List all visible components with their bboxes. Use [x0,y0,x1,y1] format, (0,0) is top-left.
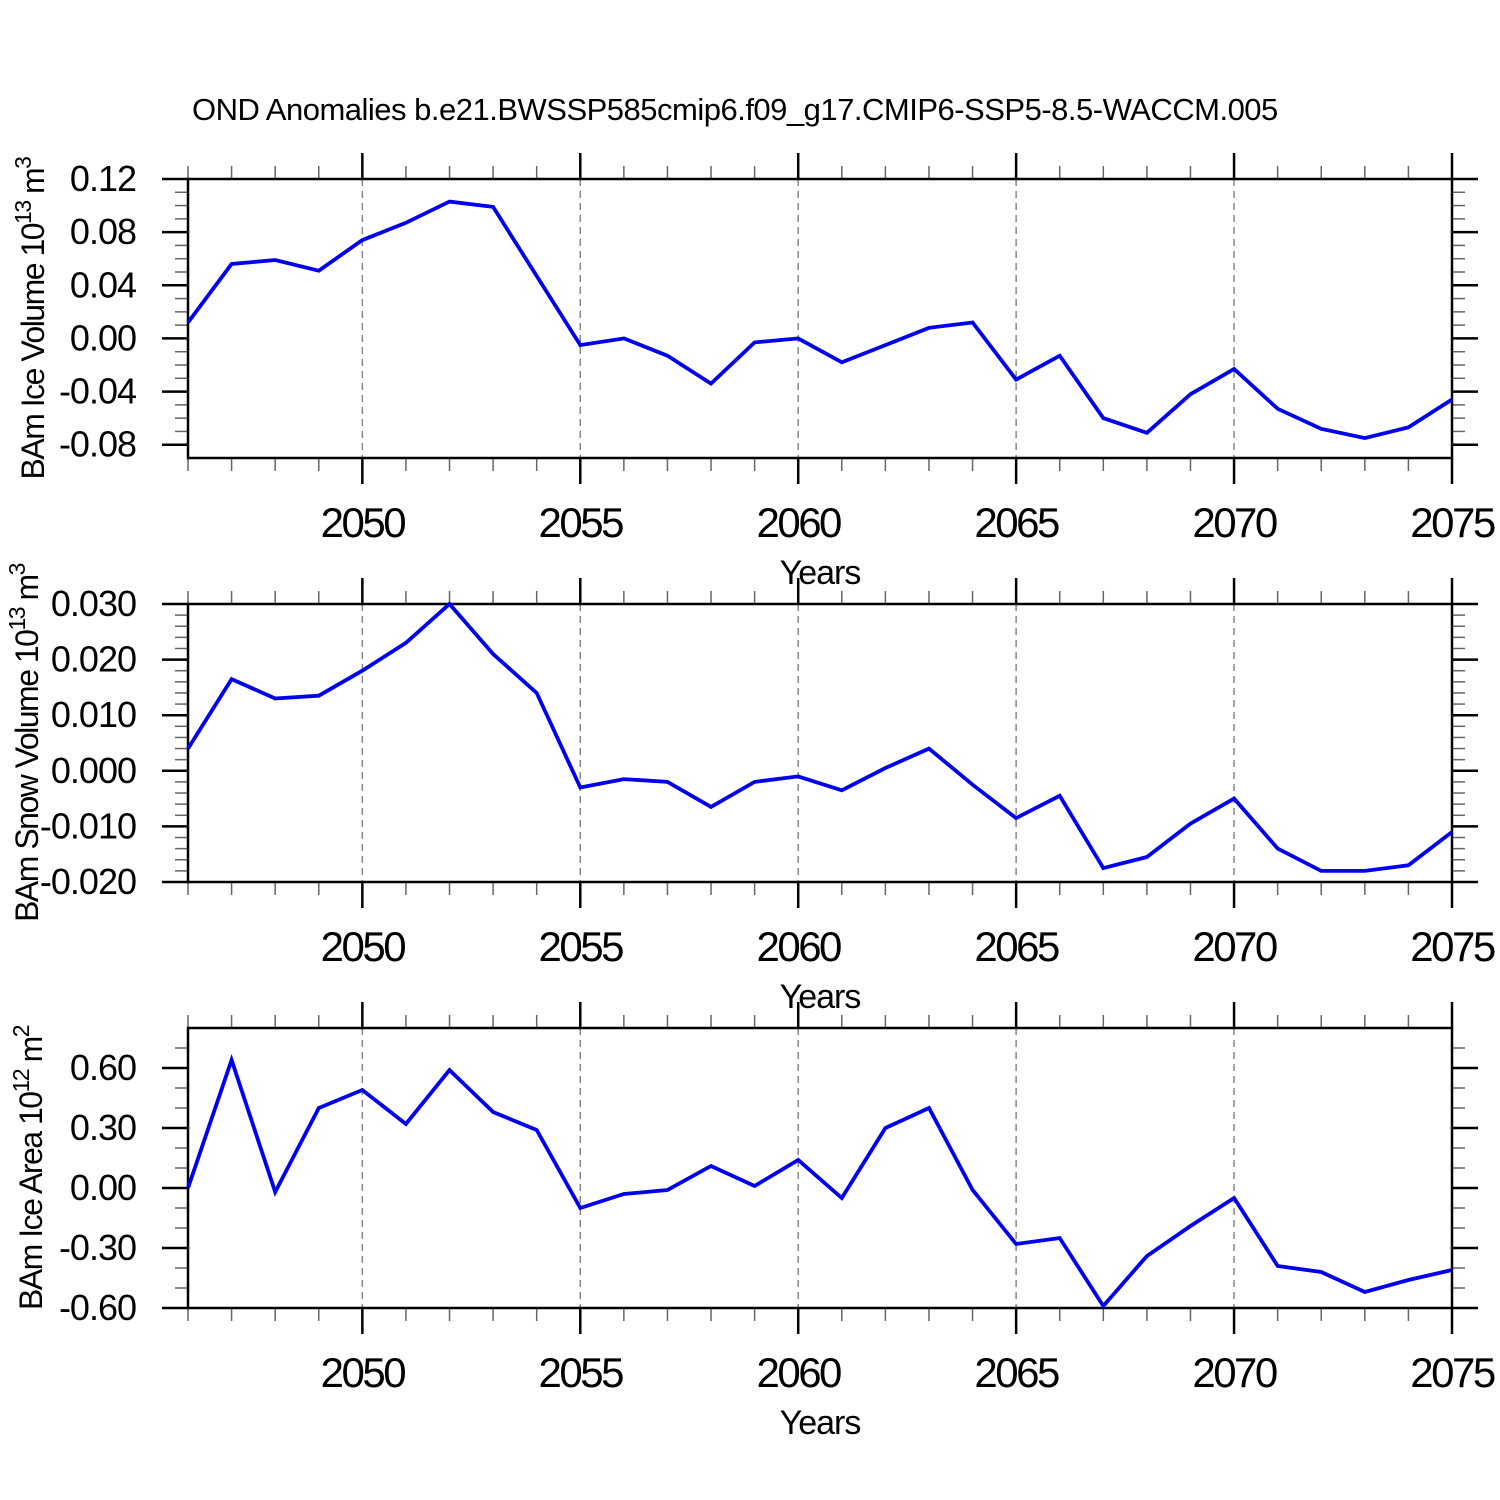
y-tick-label: 0.04 [70,264,136,305]
x-tick-label: 2075 [1410,923,1495,970]
x-tick-label: 2070 [1192,923,1277,970]
x-axis-title: Years [780,978,861,1016]
y-tick-label: -0.30 [59,1227,136,1268]
x-tick-label: 2070 [1192,1349,1277,1396]
x-tick-label: 2060 [756,1349,841,1396]
x-tick-label: 2050 [321,1349,406,1396]
x-tick-label: 2060 [756,923,841,970]
series-line [186,601,1454,873]
y-tick-label: 0.010 [51,694,136,735]
y-axis-title: BAm Ice Volume 1013​ m3​ [10,157,51,480]
x-tick-label: 2075 [1410,499,1495,546]
y-tick-label: 0.00 [70,317,136,358]
y-tick-label: 0.00 [70,1167,136,1208]
y-tick-label: -0.04 [59,371,136,412]
y-tick-label: 0.08 [70,211,136,252]
panel-3: 2050 2055 2060 2065 2070 2075 Years 0.60 0.30 0.0… [8,1002,1497,1442]
plot-frame [186,177,1454,460]
x-tick-label: 2050 [321,499,406,546]
x-tick-label: 2065 [974,499,1059,546]
x-tick-label: 2055 [539,923,624,970]
y-tick-label: 0.020 [51,639,136,680]
plot-frame [186,602,1454,884]
x-tick-label: 2060 [756,499,841,546]
x-axis-title: Years [780,1404,861,1442]
panel-2: 2050 2055 2060 2065 2070 2075 Years 0.030 0.020 0… [4,563,1497,1016]
y-tick-label: 0.030 [51,583,136,624]
y-tick-label: 0.000 [51,750,136,791]
series-line [186,199,1454,441]
y-tick-label: 0.60 [70,1047,136,1088]
x-tick-label: 2070 [1192,499,1277,546]
x-tick-label: 2065 [974,1349,1059,1396]
y-tick-label: -0.010 [40,805,136,846]
x-axis-title: Years [780,554,861,592]
y-tick-label: -0.08 [59,424,136,465]
x-tick-label: 2055 [539,1349,624,1396]
y-axis-title: BAm Ice Area 1012​ m2​ [8,1025,49,1310]
chart-title: OND Anomalies b.e21.BWSSP585cmip6.f09_g1… [192,92,1278,127]
plot-frame [186,1026,1454,1310]
y-axis-title: BAm Snow Volume 1013​ m3​ [4,563,45,922]
x-tick-label: 2050 [321,923,406,970]
x-tick-label: 2075 [1410,1349,1495,1396]
y-tick-label: -0.60 [59,1287,136,1328]
series-line [186,1054,1453,1310]
y-tick-label: 0.30 [70,1107,136,1148]
y-tick-label: -0.020 [40,861,136,902]
y-tick-label: 0.12 [70,158,136,199]
x-tick-label: 2055 [539,499,624,546]
panel-1: 2050 2055 2060 2065 2070 2075 Years 0.12 0.08 0.0… [10,153,1497,592]
x-tick-label: 2065 [974,923,1059,970]
